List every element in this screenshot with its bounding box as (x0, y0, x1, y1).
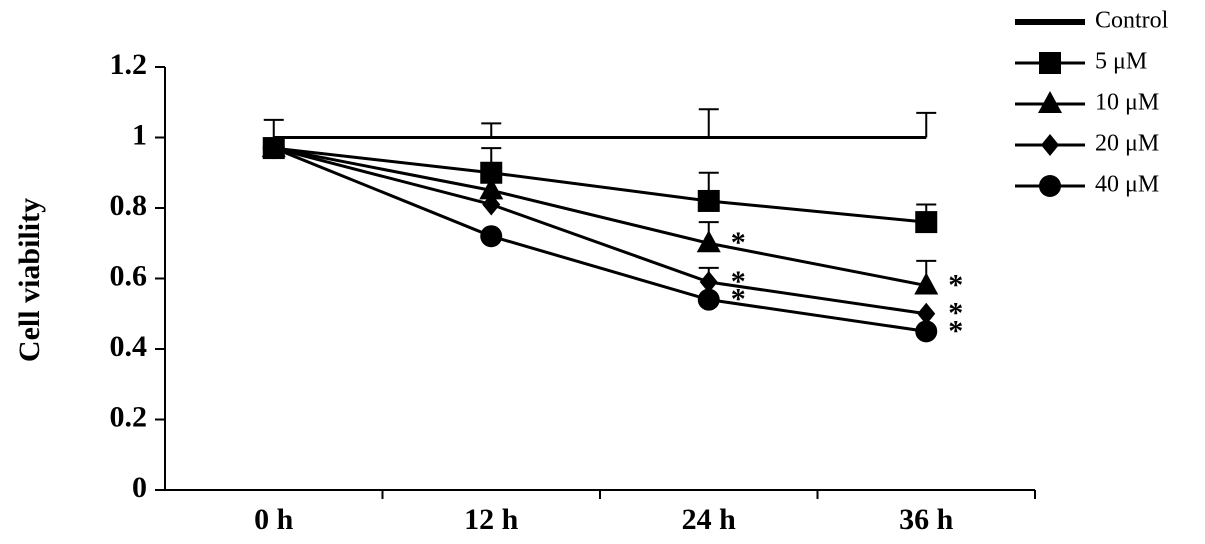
y-tick-label: 1 (132, 118, 147, 151)
significance-mark: * (731, 265, 746, 298)
marker (480, 161, 503, 184)
x-tick-label: 12 h (464, 503, 519, 536)
error-bar (698, 108, 719, 138)
marker (697, 189, 720, 212)
x-tick-label: 36 h (899, 503, 954, 536)
series-line (273, 146, 927, 224)
legend-label: Control (1095, 8, 1169, 34)
legend-label: 20 μM (1095, 131, 1159, 157)
marker (917, 302, 936, 325)
legend-label: 5 μM (1095, 49, 1147, 75)
marker (482, 193, 501, 216)
y-tick-label: 0.8 (110, 189, 148, 222)
significance-mark: * (948, 297, 963, 330)
marker (699, 271, 718, 294)
marker (915, 211, 938, 234)
marker (1038, 91, 1062, 113)
significance-mark: * (948, 314, 963, 347)
legend-label: 10 μM (1095, 90, 1159, 116)
y-tick-label: 0 (132, 471, 147, 504)
y-tick-label: 0.2 (110, 400, 148, 433)
series-line (273, 146, 927, 288)
y-tick-label: 0.4 (110, 330, 148, 363)
marker (915, 320, 938, 343)
legend-label: 40 μM (1095, 172, 1159, 198)
error-bar (916, 111, 937, 138)
x-tick-label: 0 h (254, 503, 294, 536)
marker (479, 177, 504, 200)
marker (262, 137, 285, 160)
marker (697, 288, 720, 311)
marker (696, 230, 721, 253)
significance-mark: * (731, 226, 746, 259)
marker (1039, 52, 1061, 74)
marker (1039, 175, 1061, 197)
marker (914, 272, 939, 295)
y-tick-label: 0.6 (110, 259, 148, 292)
marker (480, 225, 503, 248)
series-line (273, 146, 927, 316)
significance-mark: * (948, 268, 963, 301)
y-tick-label: 1.2 (110, 48, 148, 81)
series-line (273, 146, 927, 333)
significance-mark: * (731, 283, 746, 316)
marker (1041, 134, 1059, 156)
x-tick-label: 24 h (682, 503, 737, 536)
y-axis-label: Cell viability (13, 198, 46, 362)
error-bar (263, 118, 284, 138)
error-bar (481, 122, 502, 138)
